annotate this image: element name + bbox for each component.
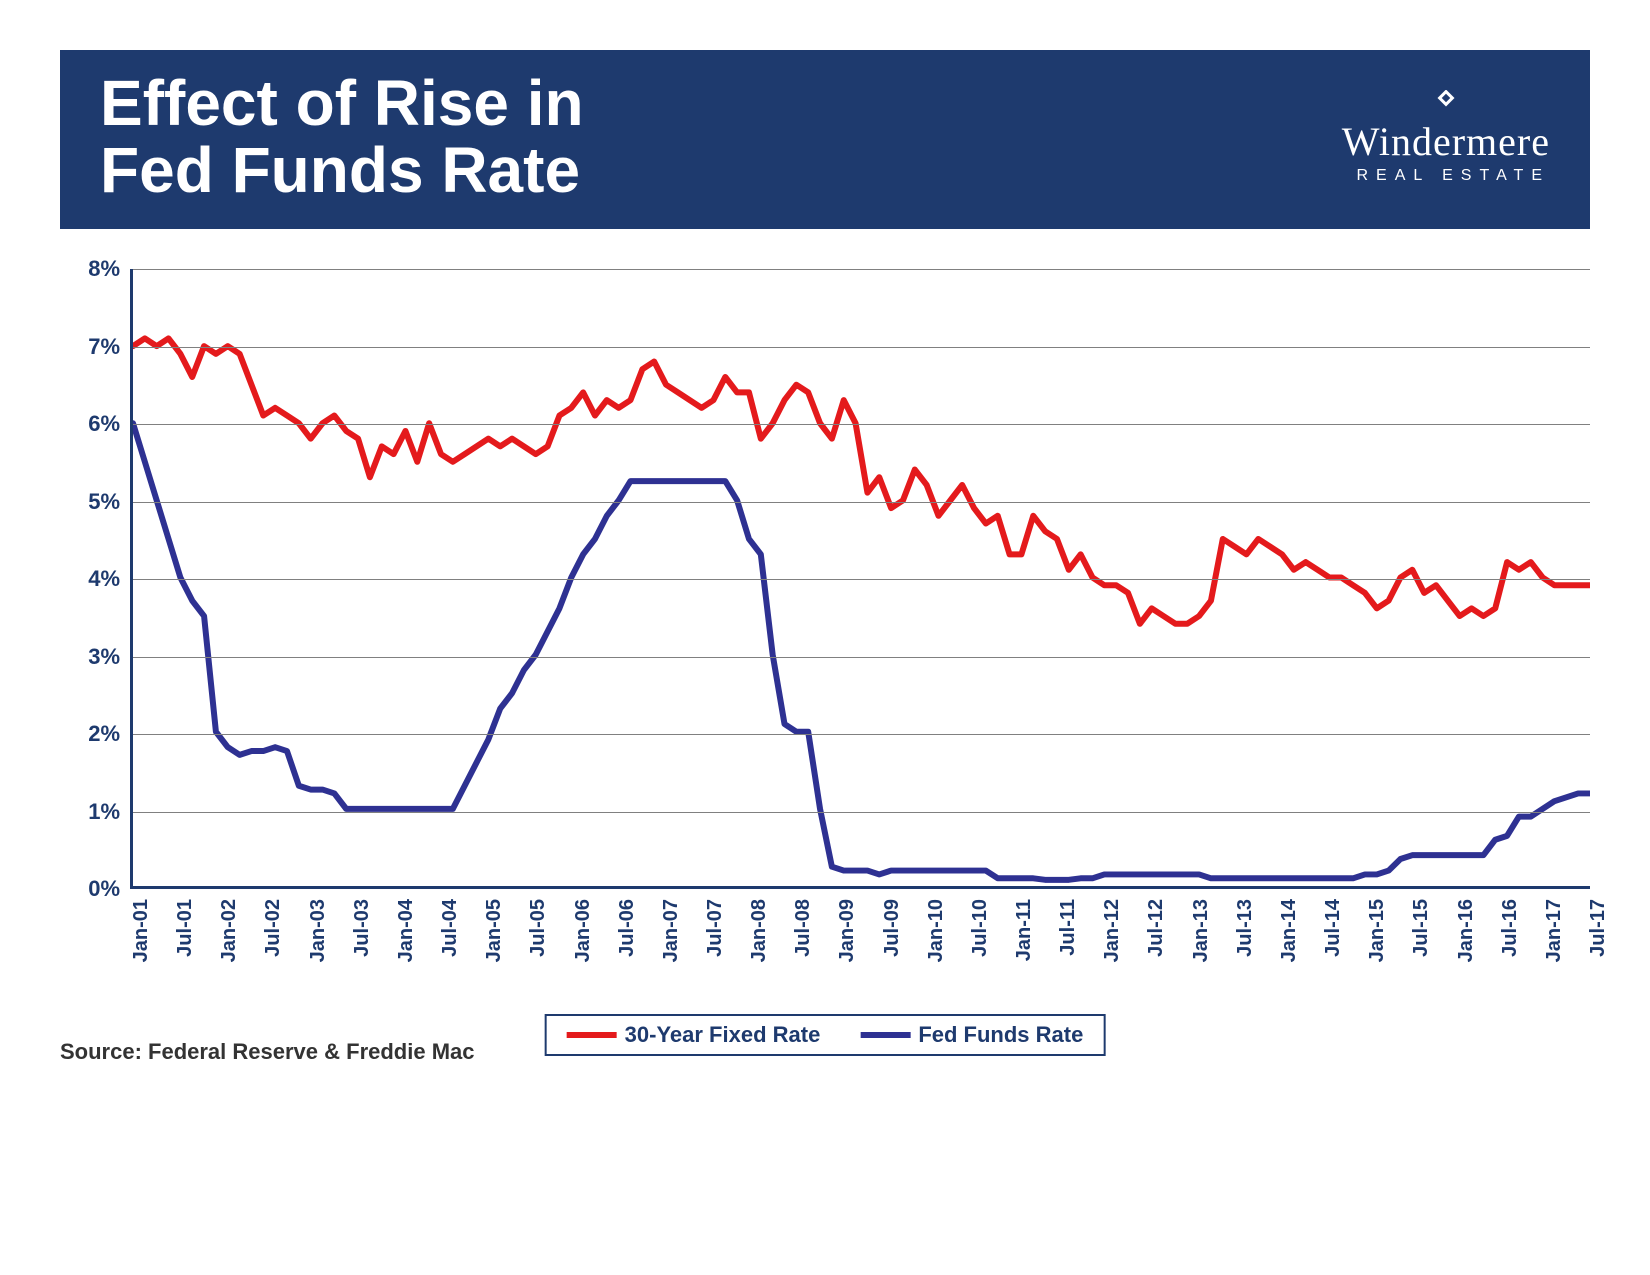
x-tick-label: Jan-05 bbox=[483, 899, 506, 962]
x-tick-label: Jan-02 bbox=[218, 899, 241, 962]
legend-box: 30-Year Fixed Rate Fed Funds Rate bbox=[545, 1014, 1106, 1056]
gridline bbox=[133, 502, 1590, 503]
x-tick-label: Jan-08 bbox=[748, 899, 771, 962]
x-tick-label: Jul-07 bbox=[704, 899, 727, 957]
gridline bbox=[133, 424, 1590, 425]
x-tick-label: Jan-10 bbox=[925, 899, 948, 962]
y-tick-label: 5% bbox=[88, 489, 120, 515]
gridline bbox=[133, 579, 1590, 580]
gridline bbox=[133, 734, 1590, 735]
x-tick-label: Jan-01 bbox=[130, 899, 153, 962]
x-tick-label: Jan-17 bbox=[1543, 899, 1566, 962]
x-tick-label: Jan-09 bbox=[836, 899, 859, 962]
x-tick-label: Jul-04 bbox=[439, 899, 462, 957]
windermere-logo: Windermere REAL ESTATE bbox=[1342, 90, 1550, 185]
y-tick-label: 4% bbox=[88, 566, 120, 592]
series-line bbox=[133, 339, 1590, 624]
x-tick-label: Jul-10 bbox=[969, 899, 992, 957]
x-tick-label: Jul-08 bbox=[792, 899, 815, 957]
gridline bbox=[133, 347, 1590, 348]
y-tick-label: 0% bbox=[88, 876, 120, 902]
chart-title: Effect of Rise in Fed Funds Rate bbox=[100, 70, 584, 204]
x-tick-label: Jan-11 bbox=[1013, 899, 1036, 961]
legend-swatch bbox=[860, 1032, 910, 1038]
legend-label: Fed Funds Rate bbox=[918, 1022, 1083, 1048]
x-tick-label: Jan-07 bbox=[660, 899, 683, 962]
x-tick-label: Jan-04 bbox=[395, 899, 418, 962]
legend-swatch bbox=[567, 1032, 617, 1038]
y-axis: 0%1%2%3%4%5%6%7%8% bbox=[60, 269, 130, 889]
x-tick-label: Jan-15 bbox=[1366, 899, 1389, 962]
x-tick-label: Jul-06 bbox=[616, 899, 639, 957]
gridline bbox=[133, 657, 1590, 658]
logo-name: Windermere bbox=[1342, 118, 1550, 165]
y-tick-label: 1% bbox=[88, 799, 120, 825]
title-line-1: Effect of Rise in bbox=[100, 67, 584, 139]
chart-header: Effect of Rise in Fed Funds Rate Winderm… bbox=[60, 50, 1590, 229]
title-line-2: Fed Funds Rate bbox=[100, 134, 580, 206]
y-tick-label: 8% bbox=[88, 256, 120, 282]
x-tick-label: Jan-03 bbox=[307, 899, 330, 962]
gridline bbox=[133, 269, 1590, 270]
legend-item: Fed Funds Rate bbox=[860, 1022, 1083, 1048]
y-tick-label: 3% bbox=[88, 644, 120, 670]
y-tick-label: 6% bbox=[88, 411, 120, 437]
x-tick-label: Jul-01 bbox=[174, 899, 197, 957]
x-tick-label: Jan-16 bbox=[1455, 899, 1478, 962]
x-tick-label: Jul-15 bbox=[1410, 899, 1433, 957]
x-tick-label: Jul-05 bbox=[527, 899, 550, 957]
source-label: Source: Federal Reserve & Freddie Mac bbox=[60, 1039, 475, 1065]
x-axis: Jan-01 Jul-01 Jan-02 Jul-02 Jan-03 Jul-03 Jan-… bbox=[130, 894, 1590, 1014]
x-tick-label: Jan-13 bbox=[1190, 899, 1213, 962]
y-tick-label: 2% bbox=[88, 721, 120, 747]
chart-area: 0%1%2%3%4%5%6%7%8% Jan-01Jul-01Jan-02Jul… bbox=[60, 269, 1590, 1039]
gridline bbox=[133, 812, 1590, 813]
x-tick-label: Jul-02 bbox=[262, 899, 285, 957]
y-tick-label: 7% bbox=[88, 334, 120, 360]
x-tick-label: Jul-13 bbox=[1234, 899, 1257, 957]
legend-item: 30-Year Fixed Rate bbox=[567, 1022, 821, 1048]
x-tick-label: Jul-17 bbox=[1587, 899, 1610, 957]
logo-tagline: REAL ESTATE bbox=[1342, 167, 1550, 185]
x-tick-label: Jul-12 bbox=[1145, 899, 1168, 957]
x-tick-label: Jul-03 bbox=[351, 899, 374, 957]
x-tick-label: Jan-14 bbox=[1278, 899, 1301, 962]
x-tick-label: Jan-06 bbox=[572, 899, 595, 962]
x-tick-label: Jul-16 bbox=[1499, 899, 1522, 957]
plot-area bbox=[130, 269, 1590, 889]
legend-label: 30-Year Fixed Rate bbox=[625, 1022, 821, 1048]
x-tick-label: Jul-11 bbox=[1057, 899, 1080, 956]
x-tick-label: Jan-12 bbox=[1101, 899, 1124, 962]
x-tick-label: Jul-14 bbox=[1322, 899, 1345, 957]
x-tick-label: Jul-09 bbox=[881, 899, 904, 957]
